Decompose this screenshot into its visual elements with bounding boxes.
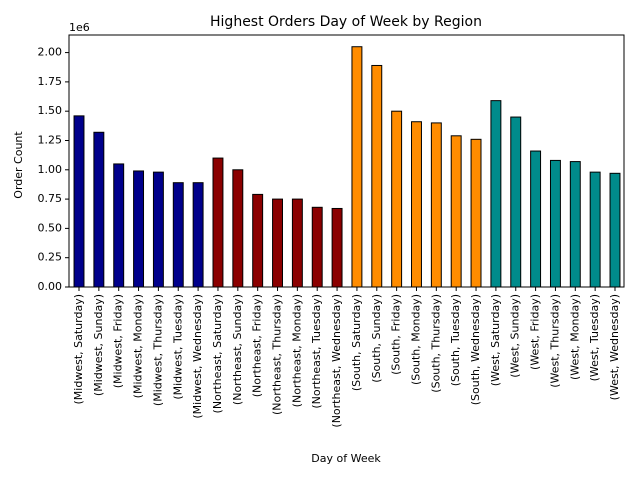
- bar-16: [391, 110, 403, 288]
- bar-18: [430, 122, 442, 288]
- bar-14: [351, 46, 363, 288]
- bar-0: [73, 115, 85, 288]
- x-tick-label: (Midwest, Thursday): [151, 294, 164, 406]
- y-tick-label: 1.00: [38, 163, 63, 176]
- y-tick-label: 1.50: [38, 104, 63, 117]
- bar-21: [490, 100, 502, 288]
- x-tick-label: (Northeast, Saturday): [211, 294, 224, 413]
- bar-1: [93, 131, 105, 288]
- y-tick-label: 0.00: [38, 280, 63, 293]
- x-tick-label: (South, Wednesday): [469, 294, 482, 405]
- x-tick-label: (West, Sunday): [509, 294, 522, 378]
- bar-12: [311, 206, 323, 288]
- y-tick-label: 0.25: [38, 251, 63, 264]
- y-tick-label: 1.25: [38, 133, 63, 146]
- bar-2: [113, 163, 125, 288]
- y-tick-label: 1.75: [38, 75, 63, 88]
- y-axis-offset-label: 1e6: [69, 21, 90, 34]
- x-tick-label: (Northeast, Monday): [290, 294, 303, 407]
- x-tick-label: (Midwest, Sunday): [92, 294, 105, 396]
- x-tick-label: (South, Saturday): [350, 294, 363, 391]
- x-tick-label: (Northeast, Friday): [251, 294, 264, 397]
- y-axis-label: Order Count: [12, 131, 25, 199]
- bar-6: [192, 182, 204, 288]
- x-tick-label: (Northeast, Tuesday): [310, 294, 323, 409]
- x-tick-label: (South, Thursday): [429, 294, 442, 393]
- bar-10: [272, 198, 283, 288]
- bar-9: [252, 193, 264, 288]
- bar-15: [371, 64, 383, 288]
- x-tick-label: (West, Monday): [568, 294, 581, 380]
- plot-frame: [68, 34, 625, 288]
- x-tick-label: (West, Friday): [529, 294, 542, 370]
- x-tick-label: (Midwest, Tuesday): [171, 294, 184, 400]
- bar-17: [411, 121, 422, 288]
- y-tick-label: 2.00: [38, 46, 63, 59]
- y-tick-label: 0.50: [38, 221, 63, 234]
- x-tick-label: (South, Monday): [409, 294, 422, 385]
- x-tick-label: (Midwest, Saturday): [72, 294, 85, 404]
- x-tick-label: (West, Tuesday): [588, 294, 601, 381]
- x-tick-label: (Midwest, Monday): [132, 294, 145, 398]
- bar-11: [291, 198, 303, 288]
- bar-8: [232, 169, 244, 288]
- x-tick-label: (Midwest, Friday): [112, 294, 125, 388]
- x-tick-label: (South, Tuesday): [449, 294, 462, 386]
- x-tick-label: (Midwest, Wednesday): [191, 294, 204, 419]
- x-tick-label: (South, Friday): [390, 294, 403, 375]
- x-tick-label: (Northeast, Thursday): [271, 294, 284, 415]
- bar-20: [470, 138, 482, 288]
- bar-27: [609, 172, 621, 288]
- bar-13: [331, 207, 343, 288]
- bar-25: [569, 161, 581, 288]
- bar-26: [589, 171, 601, 288]
- bar-7: [212, 157, 224, 288]
- x-tick-label: (West, Thursday): [548, 294, 561, 388]
- y-tick-label: 0.75: [38, 192, 63, 205]
- x-tick-label: (South, Sunday): [370, 294, 383, 383]
- x-tick-label: (West, Wednesday): [608, 294, 621, 400]
- x-axis-label: Day of Week: [311, 452, 381, 465]
- bar-3: [133, 170, 145, 288]
- bar-24: [549, 159, 561, 288]
- x-tick-label: (Northeast, Wednesday): [330, 294, 343, 428]
- bar-22: [510, 116, 522, 288]
- bar-23: [530, 150, 542, 288]
- x-tick-label: (Northeast, Sunday): [231, 294, 244, 405]
- x-tick-label: (West, Saturday): [489, 294, 502, 386]
- bar-5: [172, 182, 184, 288]
- bar-19: [450, 135, 462, 288]
- chart-title: Highest Orders Day of Week by Region: [210, 14, 482, 30]
- bar-4: [152, 171, 164, 288]
